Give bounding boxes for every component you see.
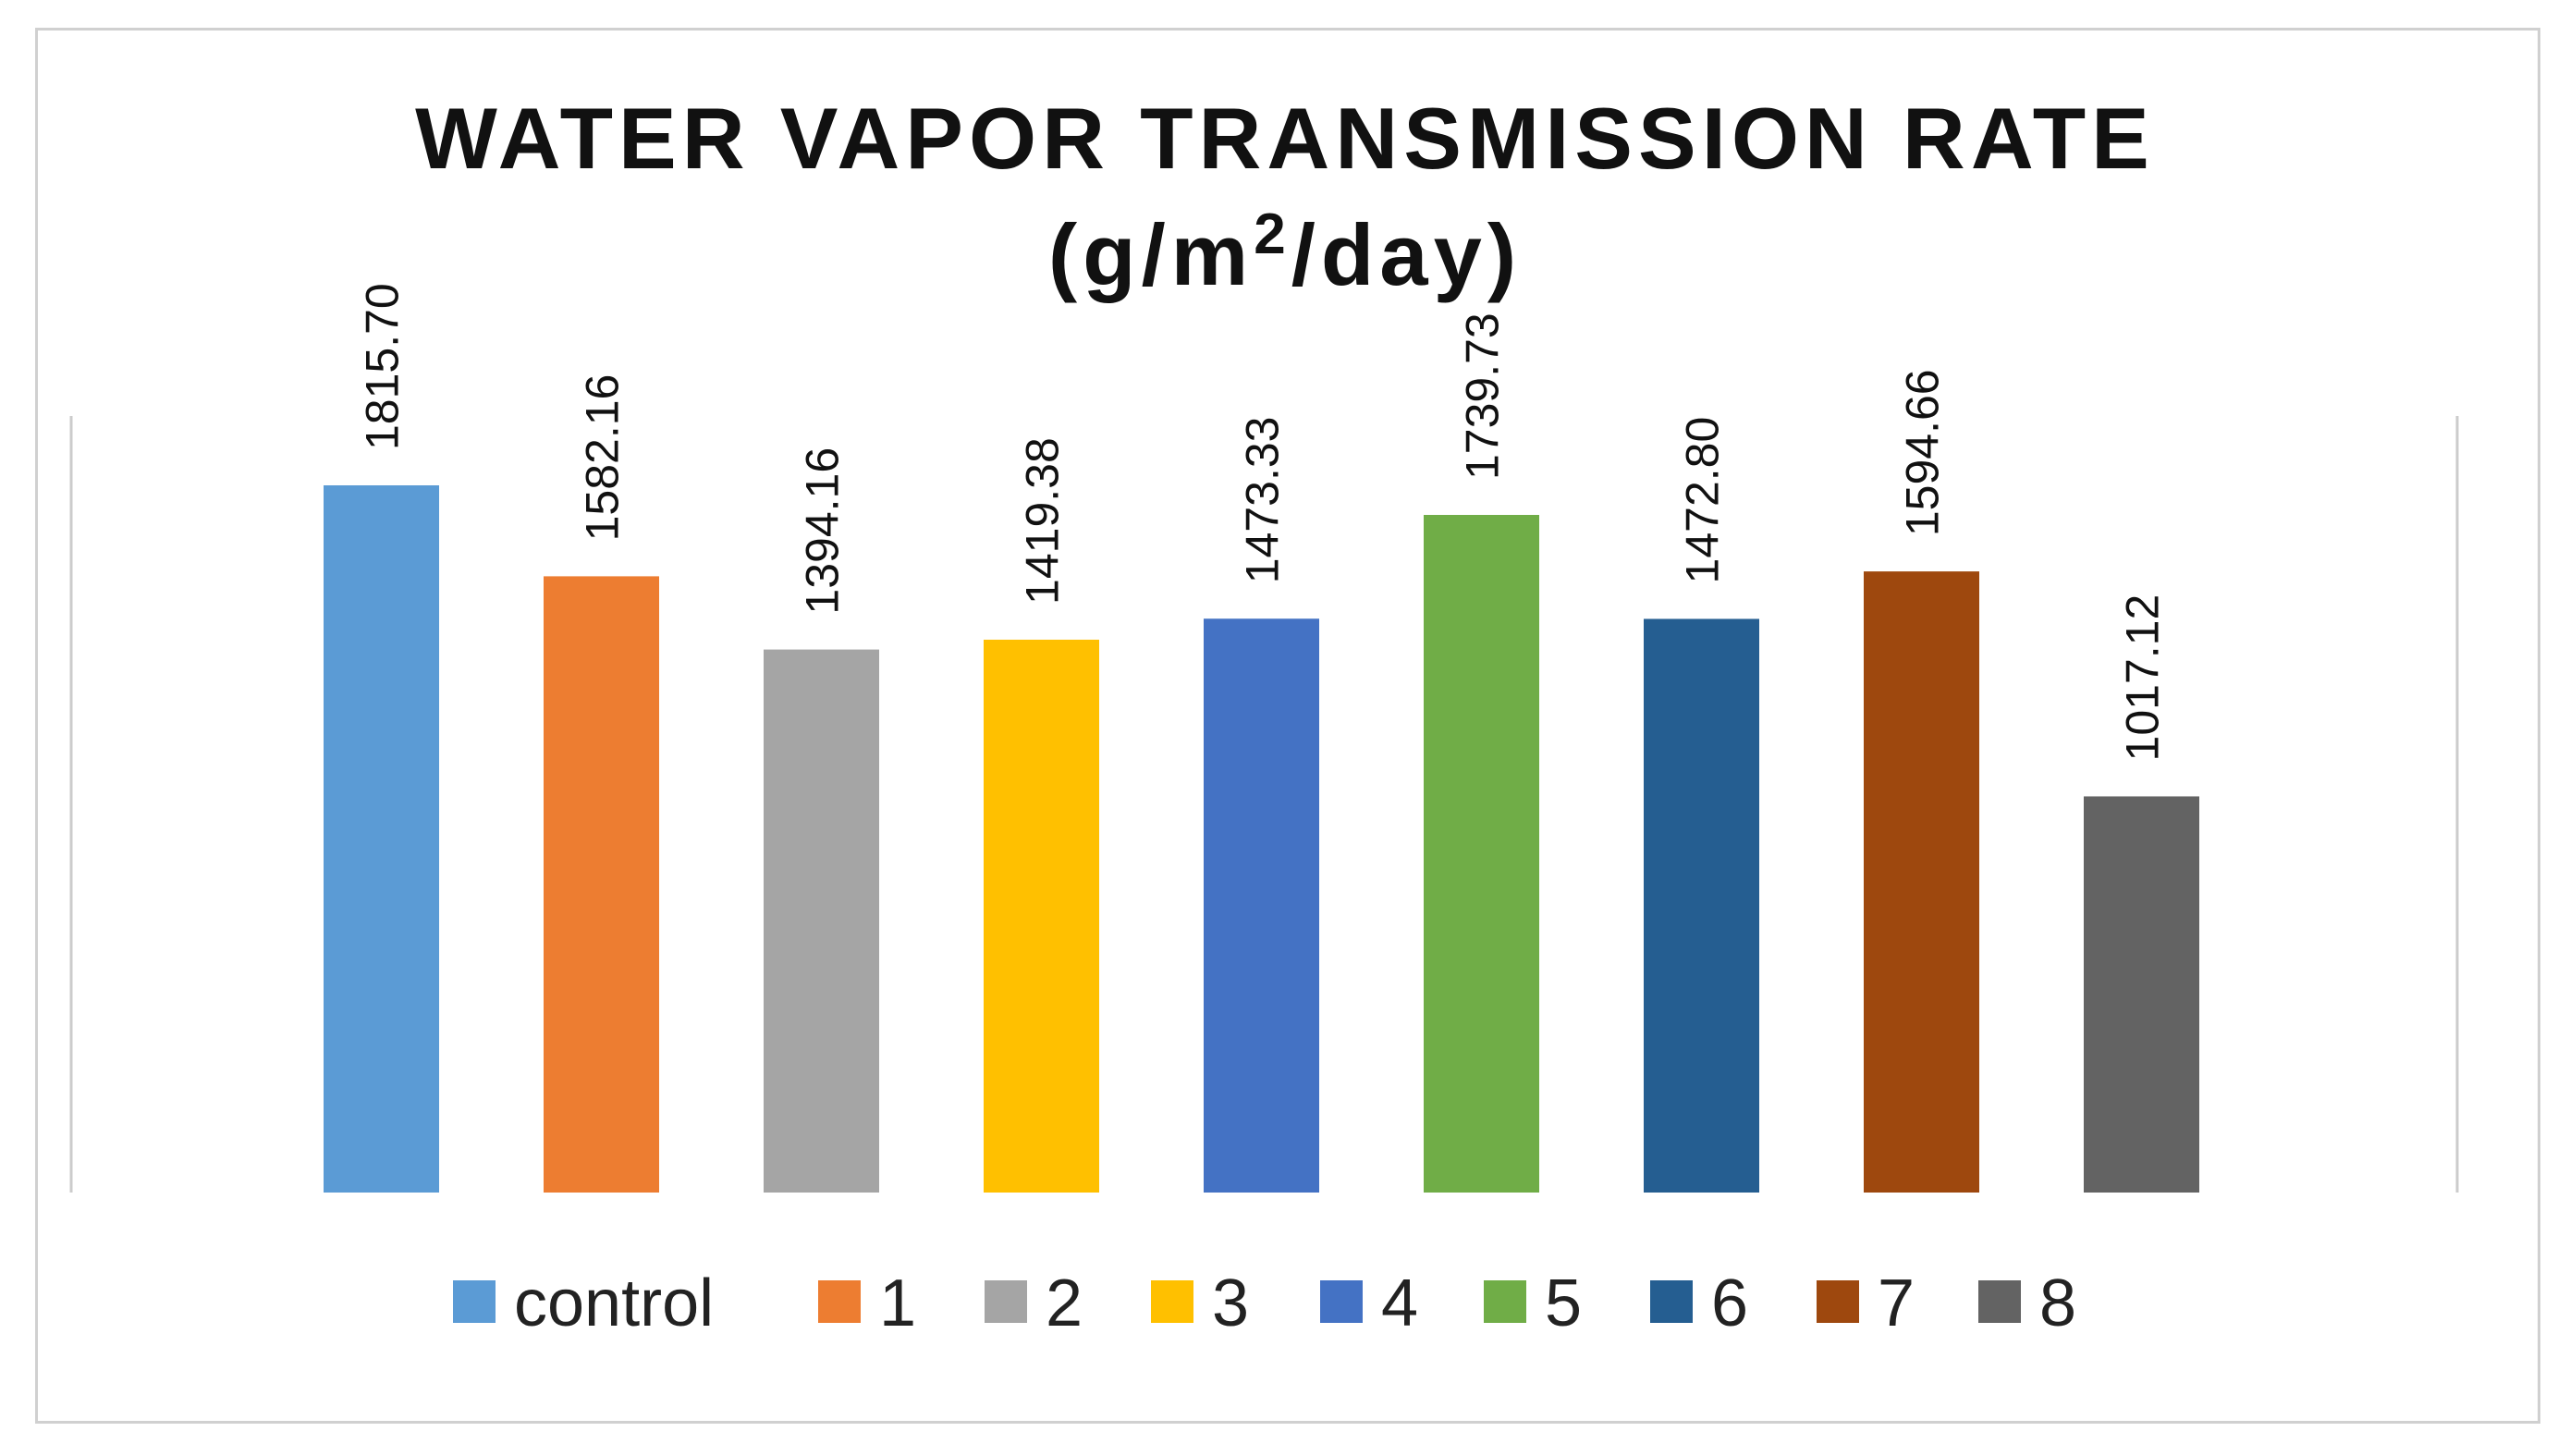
legend-label-7: 7 [1878,1266,1915,1340]
legend-marker-1 [818,1280,861,1323]
chart-title-units-superscript: 2 [1254,202,1291,266]
chart-title-units: (g/m2/day) [1048,202,1522,303]
bar-2 [764,649,879,1193]
legend-label-3: 3 [1212,1266,1249,1340]
bar-6 [1644,618,1759,1193]
data-label-1: 1582.16 [577,374,629,542]
legend-label-5: 5 [1545,1266,1582,1340]
data-label-7: 1594.66 [1897,369,1949,536]
chart-title-units-suffix: /day) [1291,206,1522,303]
legend-marker-6 [1650,1280,1693,1323]
legend-label-6: 6 [1711,1266,1748,1340]
bar-control [324,485,439,1193]
data-label-5: 1739.73 [1457,312,1509,480]
legend-marker-7 [1817,1280,1859,1323]
legend-marker-5 [1484,1280,1526,1323]
chart-title: WATER VAPOR TRANSMISSION RATE [415,90,2155,187]
bar-7 [1864,571,1979,1193]
data-label-4: 1473.33 [1237,416,1289,583]
bar-4 [1204,618,1319,1193]
data-label-2: 1394.16 [797,447,849,615]
chart-title-units-prefix: (g/m [1048,206,1254,303]
legend: control 1 2 3 4 5 6 7 8 [453,1266,2076,1340]
bars-group [324,485,2199,1193]
bar-5 [1424,515,1539,1193]
data-label-control: 1815.70 [357,283,409,450]
legend-marker-control [453,1280,496,1323]
legend-label-2: 2 [1046,1266,1083,1340]
legend-marker-4 [1320,1280,1363,1323]
data-label-8: 1017.12 [2117,594,2169,762]
legend-marker-2 [985,1280,1027,1323]
data-labels-group: 1815.70 1582.16 1394.16 1419.38 1473.33 1739.… [357,283,2169,761]
data-label-6: 1472.80 [1677,417,1729,584]
legend-label-control: control [514,1266,714,1340]
data-label-3: 1419.38 [1017,437,1069,605]
bar-3 [984,639,1099,1193]
legend-label-8: 8 [2039,1266,2076,1340]
legend-label-4: 4 [1381,1266,1418,1340]
legend-marker-3 [1151,1280,1193,1323]
bar-1 [544,576,659,1193]
legend-marker-8 [1978,1280,2021,1323]
legend-label-1: 1 [879,1266,916,1340]
bar-8 [2084,796,2199,1193]
